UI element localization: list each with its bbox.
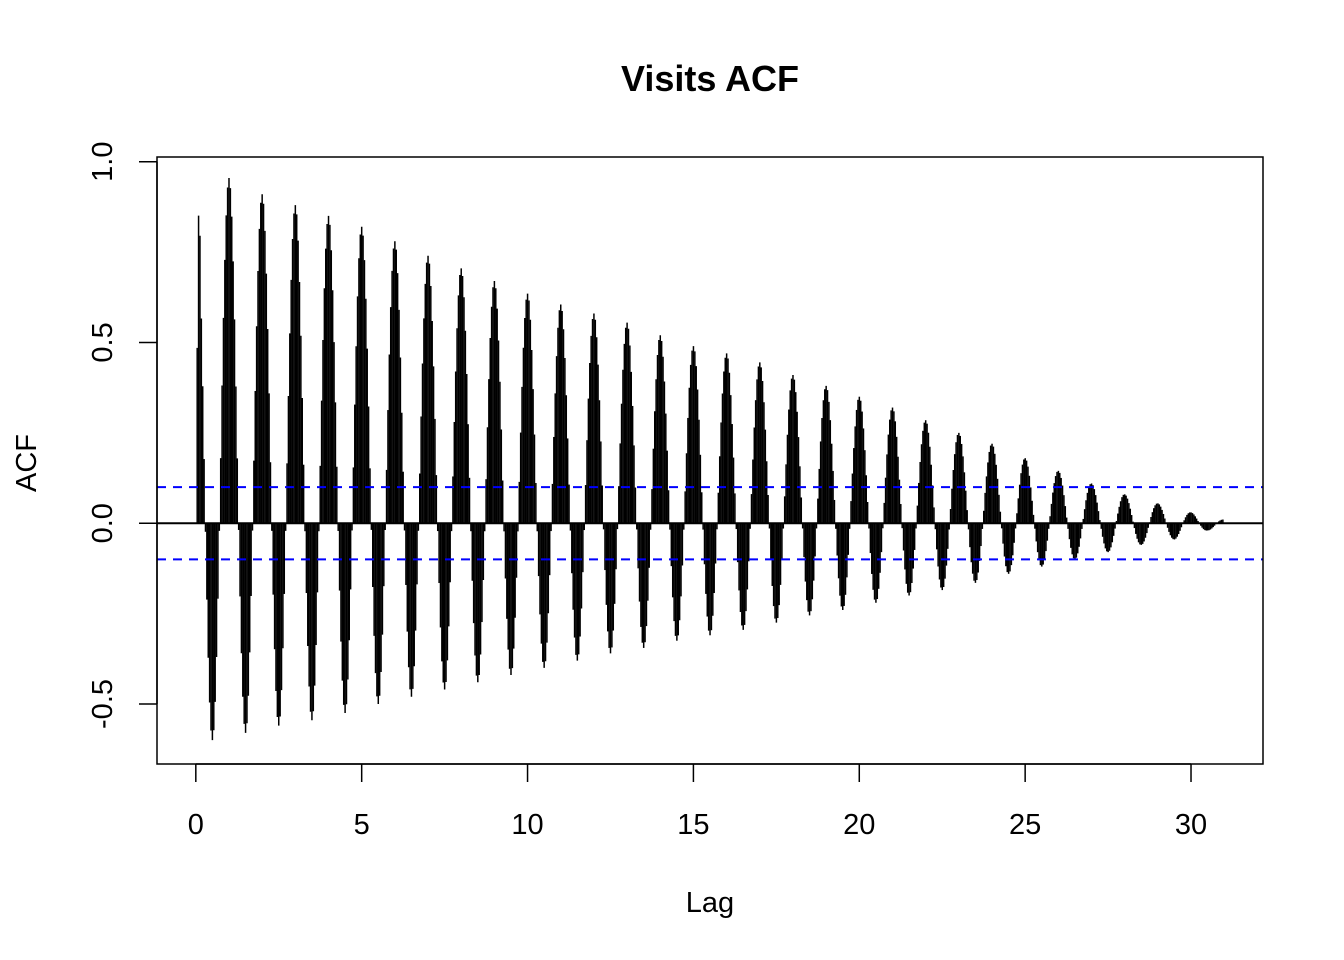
x-tick-label: 10 [511, 809, 543, 841]
y-axis-label: ACF [11, 434, 43, 492]
x-tick-label: 5 [354, 809, 370, 841]
x-tick-label: 25 [1009, 809, 1041, 841]
x-axis-label: Lag [686, 887, 734, 919]
y-tick-label: -0.5 [87, 679, 119, 729]
y-tick-label: 0.0 [87, 503, 119, 543]
x-tick-label: 20 [843, 809, 875, 841]
x-tick-label: 30 [1175, 809, 1207, 841]
chart-title: Visits ACF [621, 58, 799, 99]
plot-frame [156, 156, 1264, 765]
axes: 0 5 10 15 20 25 30 -0.5 0.0 0.5 1.0 [87, 142, 1207, 841]
x-tick-label: 15 [677, 809, 709, 841]
y-tick-label: 0.5 [87, 322, 119, 362]
acf-bars [157, 177, 1263, 741]
y-tick-label: 1.0 [87, 142, 119, 182]
x-tick-label: 0 [188, 809, 204, 841]
